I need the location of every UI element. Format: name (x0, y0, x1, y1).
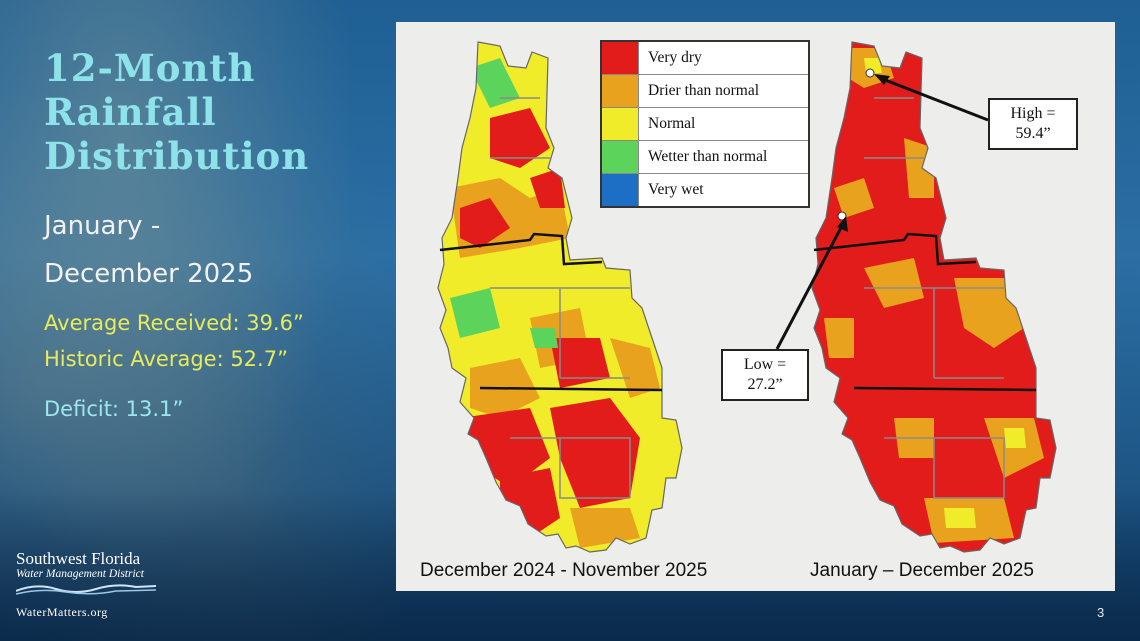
legend-swatch (602, 42, 639, 74)
legend-swatch (602, 75, 639, 107)
map-jan-dec2025 (811, 41, 1057, 553)
legend-label: Very dry (648, 49, 702, 66)
low-callout: Low = 27.2” (721, 349, 809, 401)
historic-average: Historic Average: 52.7” (44, 347, 288, 371)
period-label: January - December 2025 (44, 202, 374, 298)
map-dec2024-nov2025 (437, 41, 683, 553)
period-line-2: December 2025 (44, 259, 254, 289)
district-logo: Southwest Florida Water Management Distr… (16, 550, 166, 620)
left-map-caption: December 2024 - November 2025 (420, 560, 708, 581)
logo-line-2: Water Management District (16, 568, 144, 580)
legend-label: Wetter than normal (648, 148, 768, 165)
period-line-1: January - (44, 211, 161, 241)
map-legend: Very dry Drier than normal Normal Wetter… (600, 40, 810, 208)
legend-item-wetter: Wetter than normal (602, 141, 808, 174)
low-callout-line-1: Low = (743, 356, 787, 373)
high-callout-line-1: High = (1010, 105, 1056, 122)
callout-arrows (775, 74, 989, 350)
legend-item-very-dry: Very dry (602, 42, 808, 75)
title-line-3: Distribution (44, 134, 310, 178)
legend-label: Very wet (648, 181, 704, 198)
logo-url: WaterMatters.org (16, 605, 108, 619)
average-received: Average Received: 39.6” (44, 311, 304, 335)
slide-number: 3 (1097, 605, 1105, 620)
logo-line-1: Southwest Florida (16, 549, 141, 568)
high-callout: High = 59.4” (988, 98, 1078, 150)
legend-swatch (602, 108, 639, 140)
slide-title: 12-Month Rainfall Distribution (44, 46, 374, 178)
legend-swatch (602, 141, 639, 173)
legend-item-very-wet: Very wet (602, 174, 808, 206)
high-callout-line-2: 59.4” (1015, 125, 1051, 142)
title-line-2: Rainfall (44, 90, 217, 134)
legend-item-normal: Normal (602, 108, 808, 141)
legend-label: Drier than normal (648, 82, 760, 99)
right-map-caption: January – December 2025 (810, 560, 1034, 581)
low-callout-line-2: 27.2” (747, 376, 783, 393)
map-panel: Very dry Drier than normal Normal Wetter… (396, 22, 1115, 591)
legend-item-drier: Drier than normal (602, 75, 808, 108)
legend-label: Normal (648, 115, 696, 132)
legend-swatch (602, 174, 639, 206)
logo-wave-icon (16, 584, 156, 595)
title-line-1: 12-Month (44, 46, 256, 90)
high-marker (865, 68, 875, 78)
deficit: Deficit: 13.1” (44, 397, 184, 421)
